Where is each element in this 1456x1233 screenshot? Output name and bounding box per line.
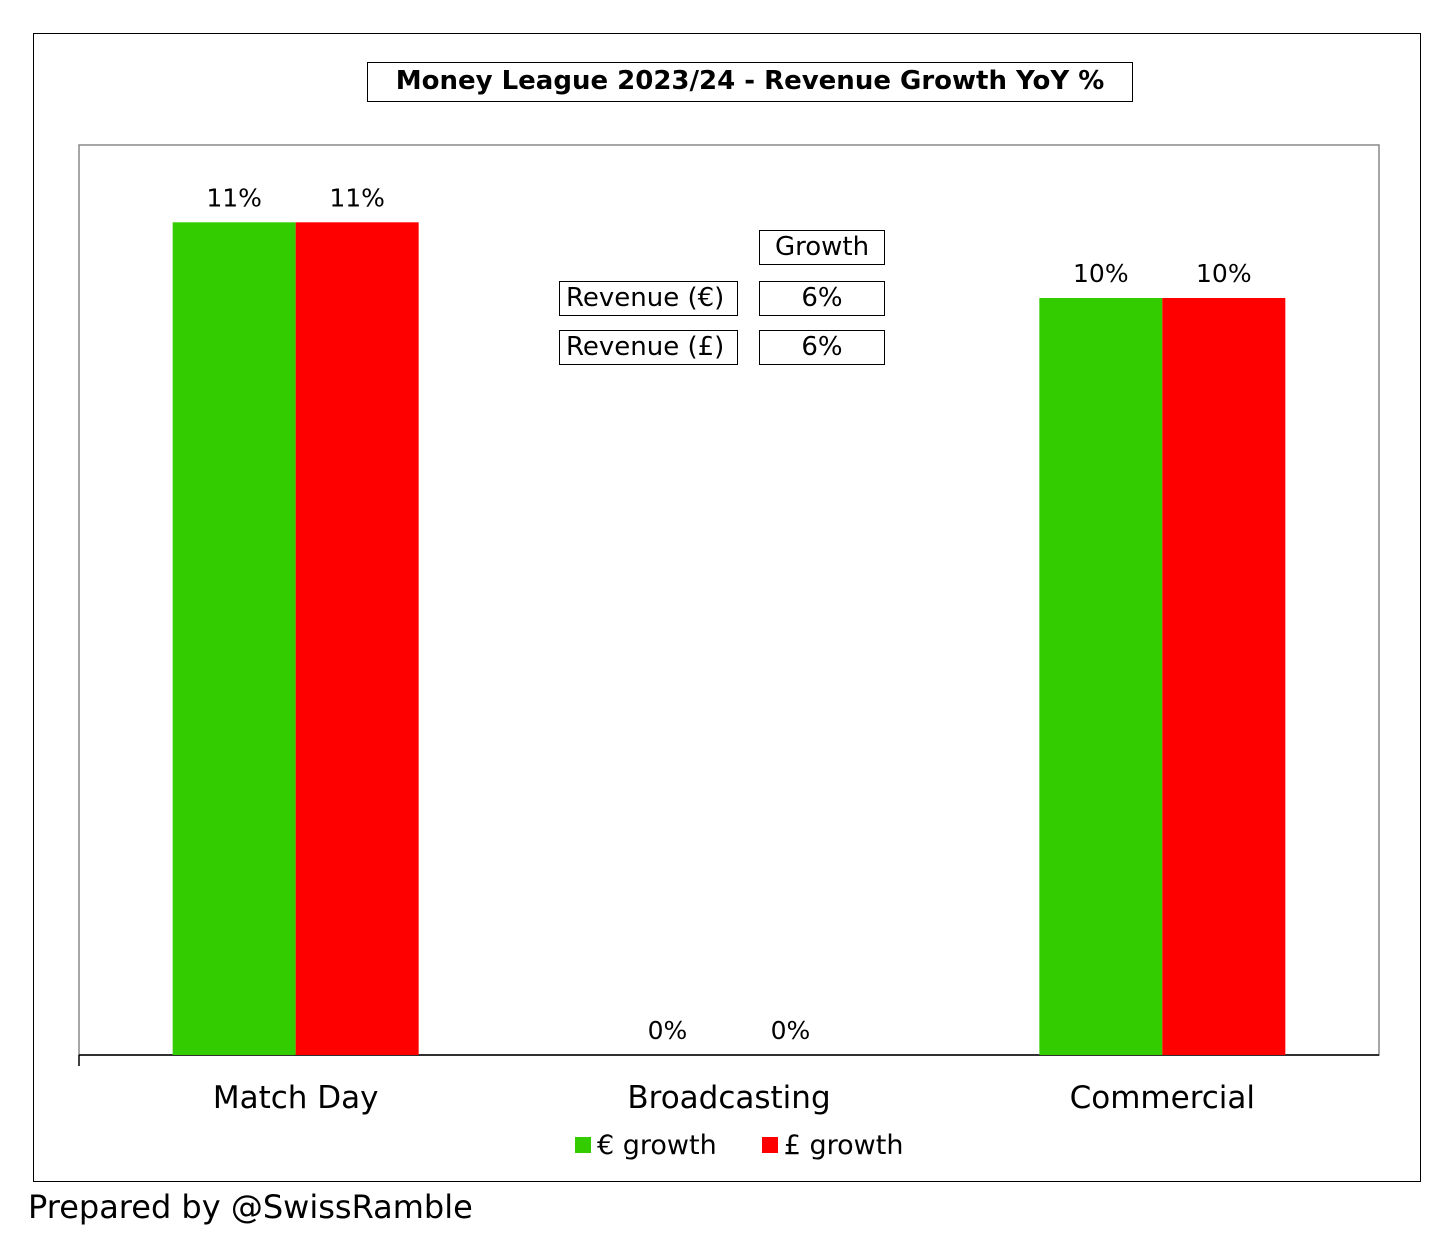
summary-header-growth: Growth [759,230,885,265]
summary-row-label-gbp: Revenue (£) [559,330,738,365]
data-label-match-day-eur: 11% [206,183,262,212]
legend-swatch-gbp [761,1137,778,1153]
bar-commercial-gbp [1162,298,1286,1055]
bar-match-day-gbp [295,222,419,1056]
legend-label-eur: € growth [597,1129,717,1161]
bars-layer [172,222,1286,1056]
summary-row-label-eur: Revenue (€) [559,281,738,316]
category-label-commercial: Commercial [1070,1080,1255,1116]
chart-legend: € growth £ growth [560,1128,933,1162]
legend-item-eur: € growth [560,1130,717,1161]
data-label-broadcasting-gbp: 0% [771,1016,811,1045]
summary-row-value-gbp: 6% [759,330,885,365]
chart-frame [33,33,1421,1182]
category-label-broadcasting: Broadcasting [627,1080,830,1116]
chart-title: Money League 2023/24 - Revenue Growth Yo… [367,62,1133,102]
legend-label-gbp: £ growth [783,1129,904,1161]
labels-layer: 11% 11% Match Day 0% 0% Broadcasting 10% 10% Com… [206,183,1255,1116]
data-label-commercial-eur: 10% [1073,259,1129,288]
legend-item-gbp: £ growth [747,1129,904,1161]
bar-match-day-eur [172,222,296,1056]
data-label-broadcasting-eur: 0% [648,1016,688,1045]
legend-swatch-eur [575,1137,591,1153]
category-label-match-day: Match Day [213,1080,379,1116]
summary-row-value-eur: 6% [759,281,885,316]
footer-credit: Prepared by @SwissRamble [28,1188,473,1226]
data-label-match-day-gbp: 11% [329,183,385,212]
bar-commercial-eur [1039,298,1163,1055]
data-label-commercial-gbp: 10% [1196,259,1252,288]
